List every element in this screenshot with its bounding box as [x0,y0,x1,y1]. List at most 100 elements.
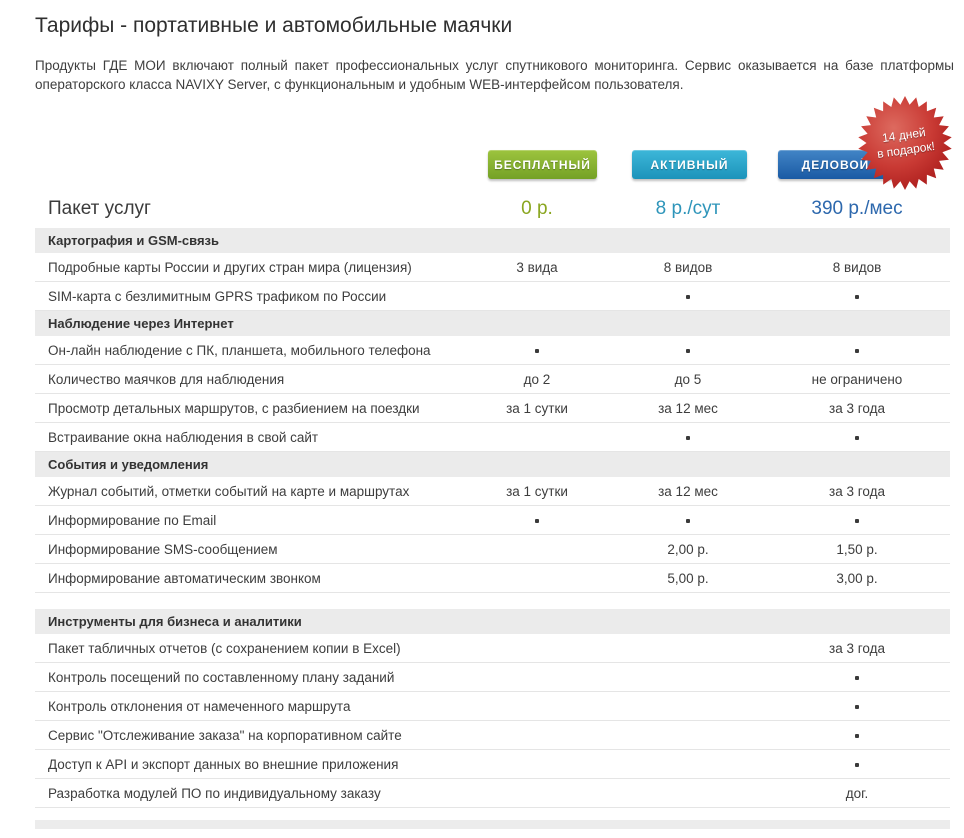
table-row: SIM-карта с безлимитным GPRS трафиком по… [35,282,950,311]
feature-label: Разработка модулей ПО по индивидуальному… [48,785,381,801]
plan-price-business: 390 р./мес [811,198,903,219]
feature-value [764,430,950,445]
feature-value: дог. [845,785,869,801]
feature-label: Контроль посещений по составленному план… [48,669,395,685]
table-row: Доступ к API и экспорт данных во внешние… [35,750,950,779]
feature-value [612,513,764,528]
feature-value [764,343,950,358]
table-row: Журнал событий, отметки событий на карте… [35,477,950,506]
feature-value: 2,00 р. [667,541,709,557]
plan-button-free[interactable]: БЕСПЛАТНЫЙ [488,150,597,179]
bullet-dot-icon [855,294,859,299]
feature-value: 8 видов [663,259,713,275]
package-header-title: Пакет услуг [48,198,151,219]
feature-value [764,289,950,304]
feature-value: за 3 года [829,400,885,416]
feature-value [612,430,764,445]
bullet-dot-icon [855,675,859,680]
feature-label: Количество маячков для наблюдения [48,371,285,387]
table-row: Он-лайн наблюдение с ПК, планшета, мобил… [35,336,950,365]
feature-label: Доступ к API и экспорт данных во внешние… [48,756,399,772]
page-title: Тарифы - портативные и автомобильные мая… [35,14,513,37]
feature-value: 1,50 р. [836,541,878,557]
section-header: Инструменты для бизнеса и аналитики [35,609,950,634]
pricing-table-body: Картография и GSM-связь Подробные карты Р… [35,228,950,808]
table-row: Сервис "Отслеживание заказа" на корпорат… [35,721,950,750]
feature-label: Просмотр детальных маршрутов, с разбиени… [48,400,420,416]
feature-label: Встраивание окна наблюдения в свой сайт [48,429,319,445]
table-row: Количество маячков для наблюдения до 2 до … [35,365,950,394]
section-header: Наблюдение через Интернет [35,311,950,336]
table-row: Подробные карты России и других стран ми… [35,253,950,282]
table-row: Информирование автоматическим звонком 5,0… [35,564,950,593]
feature-value [462,343,612,358]
section-header: Картография и GSM-связь [35,228,950,253]
bullet-dot-icon [686,518,690,523]
feature-value [612,343,764,358]
feature-value: за 1 сутки [506,483,568,499]
table-row: Контроль посещений по составленному план… [35,663,950,692]
table-row: Информирование SMS-сообщением 2,00 р. 1,50… [35,535,950,564]
feature-value: за 3 года [829,640,885,656]
plan-price-active: 8 р./сут [655,198,721,219]
feature-label: SIM-карта с безлимитным GPRS трафиком по… [48,288,387,304]
section-header: События и уведомления [35,452,950,477]
feature-label: Информирование автоматическим звонком [48,570,321,586]
feature-label: Журнал событий, отметки событий на карте… [48,483,410,499]
feature-value [764,757,950,772]
feature-label: Информирование SMS-сообщением [48,541,278,557]
pricing-table: Пакет услуг 0 р. 8 р./сут 390 р./мес Кар… [35,190,950,829]
feature-value: 8 видов [832,259,882,275]
plan-price-free: 0 р. [521,198,553,219]
table-row: Пакет табличных отчетов (с сохранением к… [35,634,950,663]
bullet-dot-icon [855,704,859,709]
feature-value: за 1 сутки [506,400,568,416]
bullet-dot-icon [855,733,859,738]
feature-value [764,670,950,685]
bullet-dot-icon [535,518,539,523]
page-description: Продукты ГДЕ МОИ включают полный пакет п… [35,58,954,92]
badge-star-svg [858,96,952,190]
feature-value: 5,00 р. [667,570,709,586]
feature-value [764,699,950,714]
feature-value: 3,00 р. [836,570,878,586]
feature-value: не ограничено [811,371,903,387]
feature-label: Подробные карты России и других стран ми… [48,259,412,275]
feature-label: Контроль отклонения от намеченного маршр… [48,698,351,714]
bullet-dot-icon [855,762,859,767]
feature-value: до 2 [523,371,551,387]
feature-label: Информирование по Email [48,512,217,528]
feature-value: за 3 года [829,483,885,499]
gift-badge: 14 дней в подарок! [850,88,960,198]
feature-label: Пакет табличных отчетов (с сохранением к… [48,640,401,656]
feature-value: 3 вида [516,259,558,275]
bullet-dot-icon [686,435,690,440]
feature-value: за 12 мес [658,483,718,499]
feature-value: до 5 [674,371,702,387]
starburst-shape [858,96,952,190]
badge-text: 14 дней в подарок! [843,81,964,205]
feature-label: Сервис "Отслеживание заказа" на корпорат… [48,727,402,743]
table-row: Просмотр детальных маршрутов, с разбиени… [35,394,950,423]
feature-value: за 12 мес [658,400,718,416]
feature-value [764,513,950,528]
bullet-dot-icon [855,435,859,440]
feature-label: Он-лайн наблюдение с ПК, планшета, мобил… [48,342,431,358]
section-gap [35,593,950,609]
plan-button-active[interactable]: АКТИВНЫЙ [632,150,747,179]
table-row: Разработка модулей ПО по индивидуальному… [35,779,950,808]
next-section-partial-bar [35,820,950,829]
bullet-dot-icon [535,348,539,353]
bullet-dot-icon [686,294,690,299]
feature-value [612,289,764,304]
package-header-row: Пакет услуг 0 р. 8 р./сут 390 р./мес [35,190,950,228]
bullet-dot-icon [855,518,859,523]
feature-value [462,513,612,528]
bullet-dot-icon [686,348,690,353]
table-row: Встраивание окна наблюдения в свой сайт [35,423,950,452]
bullet-dot-icon [855,348,859,353]
feature-value [764,728,950,743]
table-row: Информирование по Email [35,506,950,535]
table-row: Контроль отклонения от намеченного маршр… [35,692,950,721]
